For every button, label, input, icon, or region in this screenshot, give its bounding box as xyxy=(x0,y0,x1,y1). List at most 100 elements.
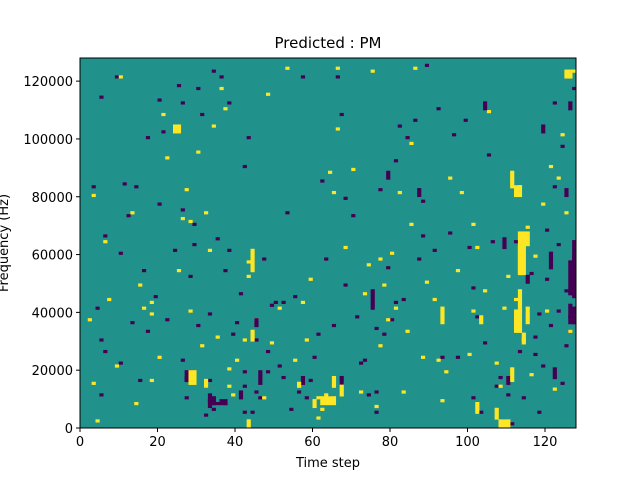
heatmap-cell-low xyxy=(564,344,569,348)
heatmap-cell-high xyxy=(475,401,480,414)
heatmap-cell-low xyxy=(258,396,263,400)
heatmap-cell-high xyxy=(262,396,267,400)
heatmap-cell-high xyxy=(188,370,197,385)
heatmap-cell-low xyxy=(99,393,104,397)
heatmap-cell-low xyxy=(351,214,356,218)
heatmap-cell-low xyxy=(289,407,294,411)
heatmap-cell-high xyxy=(413,66,418,70)
heatmap-cell-high xyxy=(242,338,247,342)
heatmap-cell-high xyxy=(246,274,251,278)
heatmap-cell-high xyxy=(397,190,402,195)
heatmap-cell-high xyxy=(87,318,92,322)
heatmap-cell-low xyxy=(386,170,391,180)
heatmap-cell-high xyxy=(514,297,519,302)
heatmap-cell-low xyxy=(440,355,445,359)
heatmap-cell-low xyxy=(231,332,236,336)
heatmap-cell-high xyxy=(316,416,321,420)
heatmap-cell-high xyxy=(370,69,375,73)
heatmap-cell-low xyxy=(277,364,282,368)
heatmap-cell-low xyxy=(463,118,468,122)
heatmap-cell-high xyxy=(134,401,139,406)
y-tick-label: 20000 xyxy=(32,364,73,379)
heatmap-cell-low xyxy=(545,228,550,232)
x-axis: 0 20 40 60 80 100 120 xyxy=(76,428,557,450)
heatmap-cell-high xyxy=(297,381,302,388)
heatmap-cell-low xyxy=(343,196,348,200)
heatmap-cell-high xyxy=(91,193,96,198)
heatmap-cell-high xyxy=(204,211,209,215)
heatmap-cell-high xyxy=(556,176,561,180)
heatmap-cell-high xyxy=(382,283,387,287)
heatmap-cell-high xyxy=(514,309,523,333)
heatmap-cell-high xyxy=(506,274,511,278)
heatmap-cell-low xyxy=(161,130,166,134)
heatmap-cell-high xyxy=(320,396,337,406)
heatmap-cell-low xyxy=(374,390,379,394)
heatmap-cell-low xyxy=(397,124,402,128)
y-tick-label: 60000 xyxy=(32,249,73,264)
heatmap-cell-high xyxy=(390,251,395,255)
heatmap-cell-high xyxy=(180,216,185,221)
heatmap-cell-low xyxy=(421,234,426,238)
heatmap-cells xyxy=(87,63,577,429)
heatmap-cell-low xyxy=(304,396,309,400)
heatmap-cell-high xyxy=(130,211,135,215)
y-tick-label: 80000 xyxy=(32,191,73,206)
heatmap-cell-high xyxy=(331,375,337,388)
heatmap-cell-high xyxy=(149,378,154,383)
heatmap-cell-low xyxy=(374,326,379,331)
heatmap-cell-high xyxy=(459,190,464,195)
heatmap-cell-high xyxy=(552,387,557,391)
heatmap-cell-low xyxy=(99,338,104,342)
heatmap-cell-high xyxy=(440,399,445,403)
heatmap-cell-high xyxy=(564,211,569,215)
heatmap-cell-low xyxy=(359,361,364,365)
heatmap-cell-high xyxy=(568,329,573,333)
heatmap-cell-low xyxy=(486,153,492,157)
heatmap-cell-high xyxy=(184,188,189,192)
heatmap-cell-high xyxy=(494,407,499,420)
heatmap-cell-low xyxy=(180,101,185,105)
heatmap-cell-low xyxy=(192,222,197,226)
y-axis-label: Frequency (Hz) xyxy=(0,194,12,292)
heatmap-cell-low xyxy=(254,390,259,394)
heatmap-cell-high xyxy=(215,335,220,339)
heatmap-cell-high xyxy=(118,75,123,79)
heatmap-cell-low xyxy=(219,75,224,79)
heatmap-cell-low xyxy=(548,251,554,270)
heatmap-cell-low xyxy=(180,208,185,212)
heatmap-cell-high xyxy=(525,225,530,229)
heatmap-cell-high xyxy=(517,245,526,276)
heatmap-cell-low xyxy=(560,381,565,385)
heatmap-cell-low xyxy=(498,375,503,380)
heatmap-cell-low xyxy=(448,231,453,235)
heatmap-cell-low xyxy=(207,378,213,383)
y-tick-label: 100000 xyxy=(23,133,73,148)
heatmap-cell-high xyxy=(161,112,166,117)
heatmap-cell-high xyxy=(285,66,290,70)
heatmap-cell-high xyxy=(219,86,224,91)
heatmap-cell-high xyxy=(107,297,112,302)
heatmap-cell-low xyxy=(382,332,387,336)
heatmap-cell-high xyxy=(533,254,538,258)
heatmap-cell-high xyxy=(351,167,356,172)
chart-title: Predicted : PM xyxy=(275,34,382,52)
heatmap-cell-low xyxy=(207,312,213,316)
heatmap-cell-low xyxy=(200,112,205,117)
heatmap-cell-low xyxy=(142,269,147,273)
heatmap-cell-low xyxy=(366,393,371,397)
heatmap-cell-high xyxy=(165,156,170,160)
heatmap-cell-high xyxy=(494,361,499,365)
heatmap-cell-low xyxy=(176,84,182,88)
heatmap-cell-low xyxy=(145,136,151,140)
heatmap-cell-low xyxy=(223,269,228,273)
heatmap-cell-high xyxy=(211,124,216,128)
heatmap-cell-high xyxy=(207,248,213,252)
heatmap-cell-low xyxy=(552,185,557,189)
heatmap-cell-low xyxy=(421,199,426,203)
heatmap-cell-low xyxy=(118,361,123,365)
heatmap-cell-high xyxy=(157,355,162,359)
heatmap-cell-low xyxy=(300,75,306,79)
heatmap-cell-low xyxy=(269,303,275,307)
heatmap-cell-low xyxy=(529,271,534,276)
